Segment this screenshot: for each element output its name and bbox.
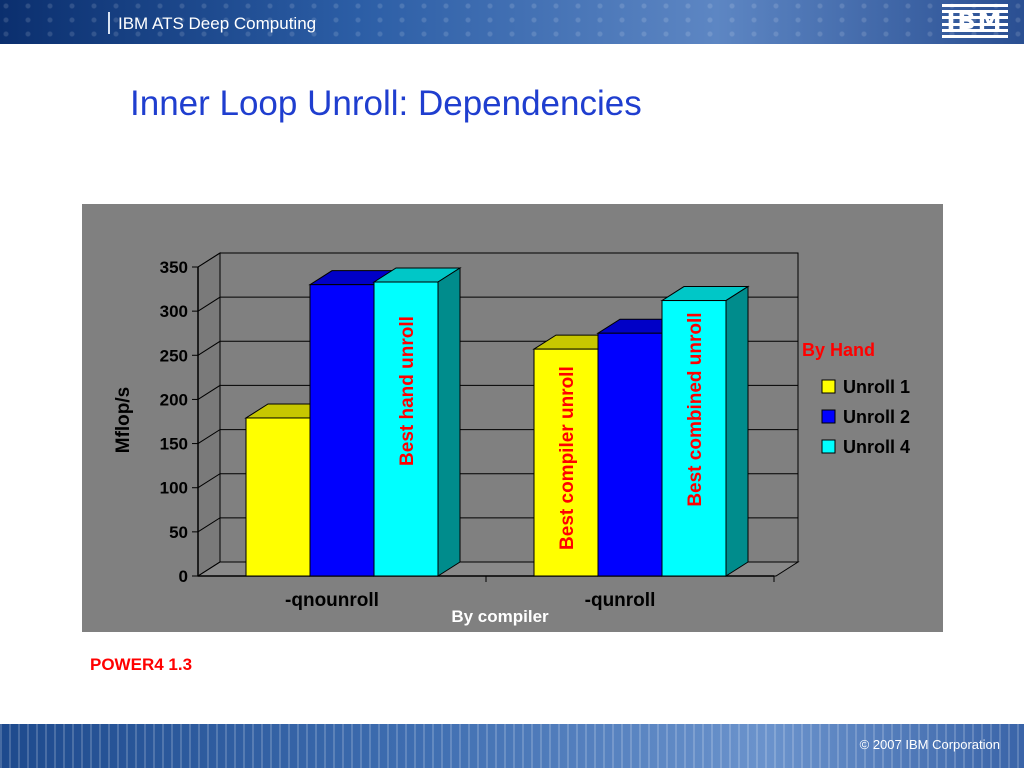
legend-item-label: Unroll 2 [843, 407, 910, 427]
footer-banner: © 2007 IBM Corporation [0, 724, 1024, 768]
y-tick-label: 300 [160, 302, 188, 321]
bar [373, 281, 439, 577]
header-banner: IBM ATS Deep Computing IBM [0, 0, 1024, 44]
legend-swatch [821, 379, 836, 394]
y-tick-label: 350 [160, 258, 188, 277]
bar-annotation: Best combined unroll [685, 312, 706, 506]
gridline [197, 296, 798, 312]
bar [245, 417, 311, 577]
bar [661, 300, 727, 577]
banner-separator [108, 12, 110, 34]
legend-item-label: Unroll 4 [843, 437, 910, 457]
gridline [197, 252, 798, 268]
bar [597, 332, 663, 577]
legend-item-label: Unroll 1 [843, 377, 910, 397]
legend-swatch [821, 439, 836, 454]
y-axis-label: Mflop/s [113, 387, 134, 454]
y-tick-label: 200 [160, 390, 188, 409]
x-axis-label: By compiler [451, 607, 549, 626]
bar-chart: 0 50 100 150 200 250 300 350 -qnounroll -qunroll B… [113, 252, 910, 626]
y-tick-label: 0 [179, 567, 188, 586]
bar-annotation: Best compiler unroll [557, 366, 578, 550]
ibm-logo-text: IBM [946, 7, 1004, 35]
bar-side [725, 285, 749, 577]
y-tick-label: 250 [160, 346, 188, 365]
banner-pattern [0, 0, 1024, 44]
x-tick-label: -qnounroll [285, 590, 379, 611]
legend-title: By Hand [802, 340, 875, 360]
legend-swatch [821, 409, 836, 424]
chart-panel: 0 50 100 150 200 250 300 350 -qnounroll -qunroll B… [82, 204, 943, 632]
copyright-text: © 2007 IBM Corporation [859, 737, 1000, 752]
bar-annotation: Best hand unroll [397, 316, 418, 466]
page-title: Inner Loop Unroll: Dependencies [130, 84, 642, 123]
ibm-logo: IBM [942, 4, 1008, 38]
footer-pattern [0, 724, 1024, 768]
bar [533, 348, 599, 577]
chart-side-wall [197, 252, 221, 577]
bar-side [437, 267, 461, 577]
y-tick-label: 100 [160, 479, 188, 498]
y-tick-label: 150 [160, 435, 188, 454]
y-tick-label: 50 [169, 523, 188, 542]
brand-text: IBM ATS Deep Computing [118, 14, 317, 33]
x-tick-label: -qunroll [585, 590, 656, 611]
bar [309, 284, 375, 577]
slide-note: POWER4 1.3 [90, 655, 193, 674]
